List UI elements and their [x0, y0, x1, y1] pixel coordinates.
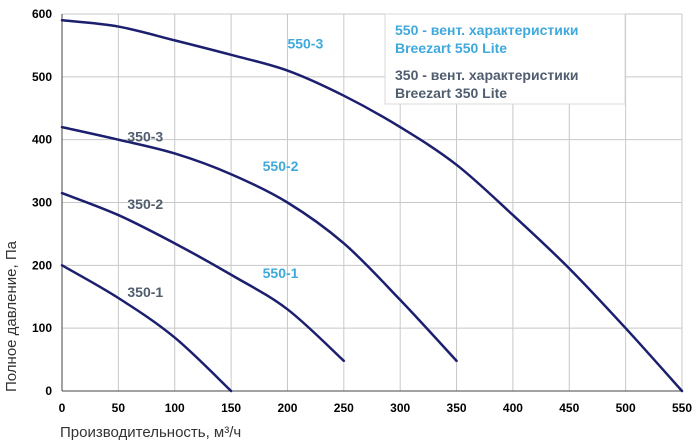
curve-label-350-2: 350-2 — [127, 196, 163, 212]
curve-label-550-3: 550-3 — [287, 36, 323, 52]
x-tick-label: 300 — [390, 401, 410, 415]
x-tick-label: 400 — [503, 401, 523, 415]
y-tick-label: 400 — [32, 133, 52, 147]
curve-350-1 — [60, 264, 233, 393]
y-tick-label: 100 — [32, 321, 52, 335]
x-tick-label: 50 — [112, 401, 126, 415]
curve-550-1 — [60, 191, 346, 363]
axes — [61, 14, 682, 392]
legend-550-line2: Breezart 550 Lite — [395, 40, 507, 56]
curve-label-350-1: 350-1 — [127, 284, 163, 300]
y-tick-label: 200 — [32, 258, 52, 272]
curve-550-3 — [60, 19, 684, 393]
x-tick-label: 100 — [165, 401, 185, 415]
x-tick-label: 250 — [334, 401, 354, 415]
x-tick-label: 350 — [447, 401, 467, 415]
y-axis-title: Полное давление, Па — [3, 240, 20, 392]
legend: 550 - вент. характеристики Breezart 550 … — [384, 13, 626, 105]
curves — [60, 19, 684, 393]
legend-box — [384, 13, 626, 105]
curve-labels: 550-3 550-2 550-1 350-3 350-2 350-1 — [127, 36, 323, 300]
x-tick-label: 200 — [277, 401, 297, 415]
legend-350-line2: Breezart 350 Lite — [395, 85, 507, 101]
y-tick-label: 500 — [32, 70, 52, 84]
x-tick-label: 500 — [616, 401, 636, 415]
x-tick-label: 0 — [59, 401, 66, 415]
curve-label-350-3: 350-3 — [127, 129, 163, 145]
tick-labels: 0 50 100 150 200 250 300 350 400 450 500 550 0 100 200… — [32, 7, 692, 415]
legend-350-line1: 350 - вент. характеристики — [395, 67, 578, 83]
x-tick-label: 450 — [559, 401, 579, 415]
x-axis-title: Производительность, м³/ч — [60, 424, 241, 441]
curve-label-550-2: 550-2 — [263, 158, 299, 174]
curve-550-2 — [60, 125, 458, 363]
y-tick-label: 300 — [32, 196, 52, 210]
legend-550-line1: 550 - вент. характеристики — [395, 22, 578, 38]
x-tick-label: 550 — [672, 401, 692, 415]
y-tick-label: 600 — [32, 7, 52, 21]
curve-label-550-1: 550-1 — [263, 265, 299, 281]
x-tick-label: 150 — [221, 401, 241, 415]
y-tick-label: 0 — [45, 384, 52, 398]
